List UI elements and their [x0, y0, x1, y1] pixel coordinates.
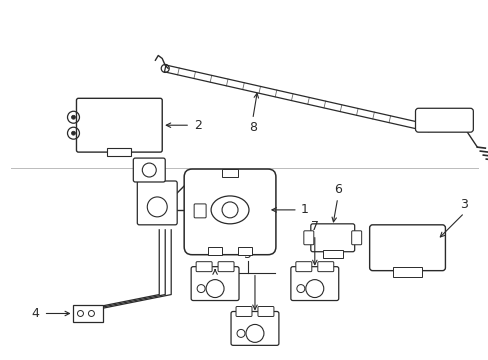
- Text: 7: 7: [310, 220, 318, 233]
- FancyBboxPatch shape: [133, 158, 165, 182]
- FancyBboxPatch shape: [137, 181, 177, 225]
- FancyBboxPatch shape: [194, 204, 205, 218]
- FancyBboxPatch shape: [322, 250, 342, 258]
- FancyBboxPatch shape: [392, 267, 422, 276]
- FancyBboxPatch shape: [191, 267, 239, 301]
- FancyBboxPatch shape: [196, 262, 212, 272]
- Text: 1: 1: [300, 203, 308, 216]
- FancyBboxPatch shape: [218, 262, 234, 272]
- FancyBboxPatch shape: [76, 98, 162, 152]
- FancyBboxPatch shape: [73, 305, 103, 323]
- Text: 8: 8: [248, 121, 256, 134]
- Circle shape: [71, 115, 75, 119]
- FancyBboxPatch shape: [258, 306, 273, 316]
- FancyBboxPatch shape: [222, 169, 238, 177]
- FancyBboxPatch shape: [290, 267, 338, 301]
- FancyBboxPatch shape: [415, 108, 472, 132]
- FancyBboxPatch shape: [310, 224, 354, 252]
- Circle shape: [71, 131, 75, 135]
- FancyBboxPatch shape: [208, 247, 222, 255]
- FancyBboxPatch shape: [303, 231, 313, 245]
- FancyBboxPatch shape: [369, 225, 445, 271]
- FancyBboxPatch shape: [107, 148, 131, 156]
- FancyBboxPatch shape: [184, 169, 275, 255]
- FancyBboxPatch shape: [351, 231, 361, 245]
- FancyBboxPatch shape: [236, 306, 251, 316]
- FancyBboxPatch shape: [238, 247, 251, 255]
- Text: 2: 2: [194, 119, 202, 132]
- FancyBboxPatch shape: [295, 262, 311, 272]
- Text: 6: 6: [333, 184, 341, 197]
- Text: 3: 3: [460, 198, 468, 211]
- FancyBboxPatch shape: [230, 311, 278, 345]
- Text: 5: 5: [244, 248, 251, 261]
- Text: 4: 4: [32, 307, 40, 320]
- FancyBboxPatch shape: [317, 262, 333, 272]
